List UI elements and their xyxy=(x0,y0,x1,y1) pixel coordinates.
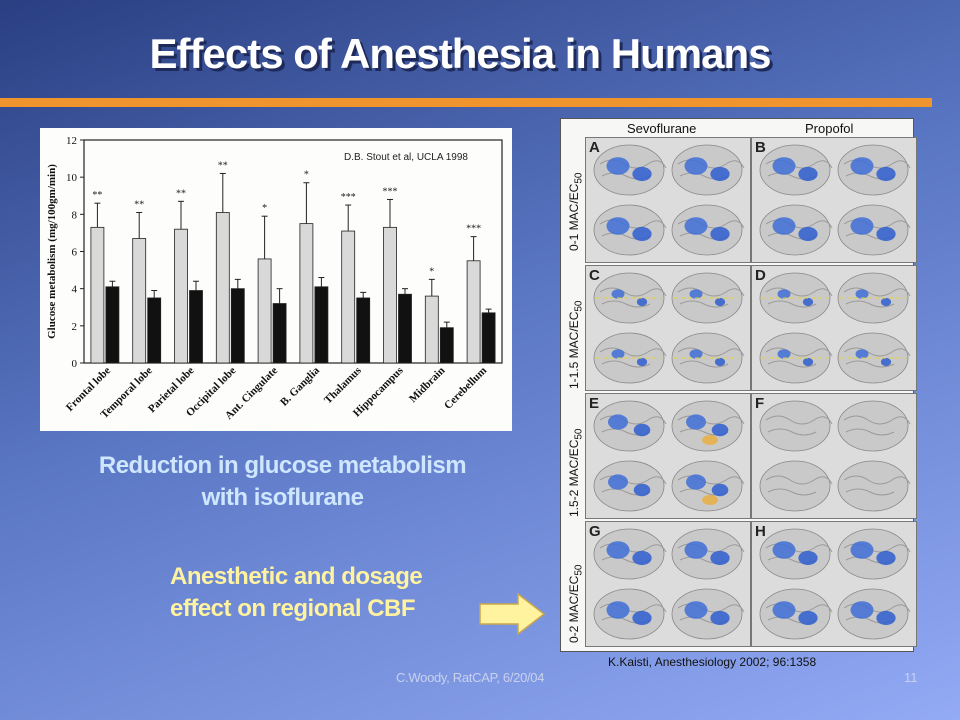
caption-cbf-line2: effect on regional CBF xyxy=(170,595,416,622)
brain-panel-h: H xyxy=(751,521,917,647)
bar xyxy=(147,297,162,364)
chart-svg: 0 2 4 6 8 10 12 Glucose metabolism (mg/100gm/mi… xyxy=(46,135,503,422)
chart-credit: D.B. Stout et al, UCLA 1998 xyxy=(344,152,468,163)
panel-letter: B xyxy=(755,139,766,156)
y-tick-label: 12 xyxy=(66,135,77,147)
panel-letter: E xyxy=(589,395,600,412)
caption-cbf-line1: Anesthetic and dosage xyxy=(170,563,423,590)
significance-label: ** xyxy=(134,199,144,210)
y-tick-label: 2 xyxy=(72,321,78,333)
bar xyxy=(424,295,439,364)
panel-letter: A xyxy=(589,139,600,156)
y-tick-label: 4 xyxy=(72,284,78,296)
glucose-bar-chart: 0 2 4 6 8 10 12 Glucose metabolism (mg/100gm/mi… xyxy=(40,128,512,431)
y-tick-label: 8 xyxy=(72,209,78,221)
column-header-propofol: Propofol xyxy=(805,121,854,136)
title-underline xyxy=(0,98,932,107)
bar xyxy=(215,212,230,364)
bar xyxy=(398,293,412,364)
row-label-0-1: 0-1 MAC/EC50 xyxy=(567,172,585,251)
bar xyxy=(105,286,120,364)
caption-glucose-line1: Reduction in glucose metabolism xyxy=(98,452,467,479)
category-label: Midbrain xyxy=(407,365,447,405)
bar xyxy=(90,226,105,364)
brain-panel-a: A xyxy=(585,137,751,263)
significance-label: *** xyxy=(341,192,356,203)
bar xyxy=(439,327,454,364)
bar xyxy=(299,223,314,364)
significance-label: * xyxy=(262,203,267,214)
bar xyxy=(230,288,245,364)
bar xyxy=(189,290,203,364)
bar xyxy=(341,230,356,364)
bar xyxy=(481,312,496,364)
bar xyxy=(383,226,397,364)
brain-panel-g: G xyxy=(585,521,751,647)
row-label-0-2: 0-2 MAC/EC50 xyxy=(567,564,585,643)
panel-letter: F xyxy=(755,395,765,412)
panel-letter: D xyxy=(755,267,766,284)
bar xyxy=(314,286,329,364)
category-label: B. Ganglia xyxy=(278,364,322,408)
caption-cbf: Anesthetic and dosage effect on regional… xyxy=(170,561,500,625)
significance-label: * xyxy=(429,266,434,277)
bar xyxy=(174,228,188,364)
significance-label: ** xyxy=(92,190,102,201)
significance-label: ** xyxy=(218,160,228,171)
brain-panel-f: F xyxy=(751,393,917,519)
plot-frame xyxy=(83,139,503,364)
slide-title: Effects of Anesthesia in Humans xyxy=(149,30,772,77)
category-label: Cerebellum xyxy=(442,365,489,412)
significance-label: * xyxy=(304,170,309,181)
page-number: 11 xyxy=(904,670,918,685)
y-tick-label: 0 xyxy=(72,358,78,370)
row-label-1.5-2: 1.5-2 MAC/EC50 xyxy=(567,428,585,517)
figure-reference: K.Kaisti, Anesthesiology 2002; 96:1358 xyxy=(608,655,817,669)
brain-cbf-figure: Sevoflurane Propofol 0-1 MAC/EC50 1-1.5 … xyxy=(560,118,917,652)
bar xyxy=(132,238,147,364)
caption-glucose: Reduction in glucose metabolism with iso… xyxy=(40,450,525,514)
brain-panel-c: C xyxy=(585,265,751,391)
bar xyxy=(272,303,287,364)
significance-label: *** xyxy=(466,224,481,235)
brain-panel-e: E xyxy=(585,393,751,519)
row-label-1-1.5: 1-1.5 MAC/EC50 xyxy=(567,300,585,389)
bar xyxy=(356,297,371,364)
panel-letter: H xyxy=(755,523,766,540)
bar xyxy=(257,258,272,364)
significance-label: ** xyxy=(176,188,186,199)
brain-panel-d: D xyxy=(751,265,917,391)
column-header-sevoflurane: Sevoflurane xyxy=(627,121,697,136)
footer-credit: C.Woody, RatCAP, 6/20/04 xyxy=(396,670,545,685)
category-label: Thalamus xyxy=(322,364,364,406)
panel-letter: G xyxy=(589,523,601,540)
bar xyxy=(466,260,481,364)
caption-glucose-line2: with isoflurane xyxy=(201,484,364,511)
y-axis-label: Glucose metabolism (mg/100gm/min) xyxy=(46,164,58,339)
y-tick-label: 6 xyxy=(72,247,78,259)
right-arrow-icon xyxy=(479,592,546,636)
brain-panel-b: B xyxy=(751,137,917,263)
significance-label: *** xyxy=(383,186,398,197)
panel-letter: C xyxy=(589,267,600,284)
y-tick-label: 10 xyxy=(66,172,78,184)
